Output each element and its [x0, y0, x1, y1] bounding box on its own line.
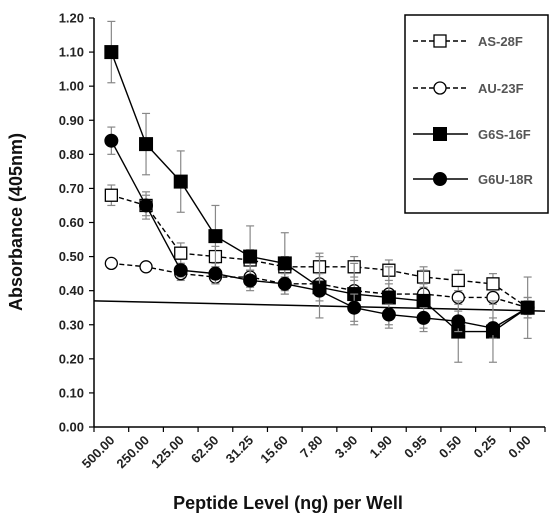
x-tick-label: 31.25 — [223, 433, 257, 467]
data-point — [173, 174, 188, 189]
axes — [93, 18, 545, 428]
data-point — [104, 133, 119, 148]
data-point — [208, 266, 223, 281]
data-point — [520, 300, 535, 315]
data-point — [104, 256, 118, 271]
legend-marker — [433, 81, 447, 95]
data-point — [312, 283, 327, 298]
x-tick-label: 62.50 — [188, 433, 222, 467]
legend-marker — [433, 172, 447, 186]
data-point — [381, 307, 396, 322]
x-tick-label: 3.90 — [332, 433, 361, 462]
data-point — [485, 321, 500, 336]
y-tick-label: 0.80 — [59, 147, 84, 162]
data-point — [104, 188, 118, 202]
data-point — [139, 137, 154, 152]
data-point — [347, 300, 362, 315]
data-point — [139, 198, 154, 213]
x-tick-label: 15.60 — [257, 433, 291, 467]
data-point — [104, 45, 119, 60]
legend-label: AS-28F — [478, 34, 523, 49]
y-tick-label: 0.90 — [59, 113, 84, 128]
x-tick-label: 1.90 — [367, 433, 396, 462]
legend-label: AU-23F — [478, 81, 524, 96]
x-tick-label: 250.00 — [113, 433, 152, 472]
data-point — [174, 246, 188, 260]
y-tick-label: 0.60 — [59, 215, 84, 230]
y-tick-label: 0.10 — [59, 385, 84, 400]
legend-label: G6U-18R — [478, 172, 534, 187]
data-point — [381, 290, 396, 305]
series-G6U-18R — [104, 126, 535, 339]
data-point — [451, 314, 466, 329]
data-point — [139, 260, 153, 274]
x-tick-label: 0.00 — [505, 433, 534, 462]
y-tick-label: 0.40 — [59, 283, 84, 298]
data-point — [416, 310, 431, 325]
legend-label: G6S-16F — [478, 127, 531, 142]
data-point — [208, 229, 223, 244]
y-tick-label: 0.50 — [59, 249, 84, 264]
series-layer — [104, 20, 535, 363]
data-point — [451, 273, 465, 288]
y-tick-label: 0.00 — [59, 420, 84, 435]
legend-marker — [433, 34, 447, 48]
y-tick-label: 1.20 — [59, 11, 84, 26]
y-tick-label: 1.00 — [59, 79, 84, 94]
y-tick-label: 0.70 — [59, 181, 84, 196]
x-tick-label: 125.00 — [148, 433, 187, 472]
y-axis-title: Absorbance (405nm) — [6, 133, 26, 311]
x-tick-label: 0.95 — [401, 433, 430, 462]
y-tick-label: 1.10 — [59, 45, 84, 60]
y-axis-ticks: 0.00 0.10 0.20 0.30 0.40 0.50 0.60 0.70 0.80 0.90… — [59, 11, 94, 435]
data-point — [243, 249, 258, 264]
x-tick-label: 0.50 — [436, 433, 465, 462]
y-tick-label: 0.20 — [59, 351, 84, 366]
x-axis-title: Peptide Level (ng) per Well — [173, 493, 403, 513]
legend-marker — [433, 127, 447, 141]
x-tick-label: 500.00 — [79, 433, 118, 472]
data-point — [243, 273, 258, 288]
legend: AS-28F AU-23F G6S-16F G6U-18R — [404, 14, 549, 214]
data-point — [416, 293, 431, 308]
x-tick-label: 7.80 — [297, 433, 326, 462]
data-point — [277, 276, 292, 291]
data-point — [173, 263, 188, 278]
data-point — [277, 256, 292, 271]
x-tick-label: 0.25 — [471, 433, 500, 462]
legend-box — [404, 14, 549, 214]
data-point — [486, 277, 500, 291]
y-tick-label: 0.30 — [59, 317, 84, 332]
